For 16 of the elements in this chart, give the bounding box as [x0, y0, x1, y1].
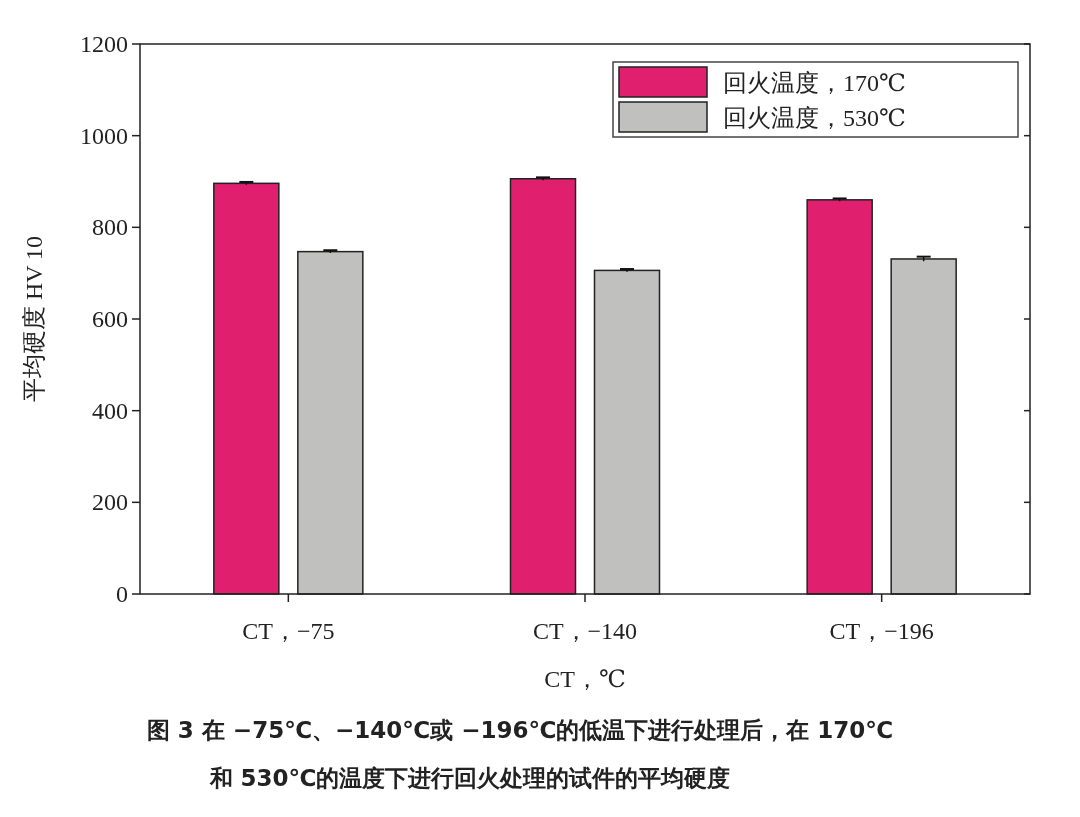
y-tick-label: 200 — [92, 489, 128, 516]
y-tick-label: 800 — [92, 214, 128, 241]
x-tick-label: CT，−75 — [242, 618, 335, 644]
legend-label: 回火温度，530℃ — [723, 105, 906, 131]
y-tick-label: 400 — [92, 397, 128, 424]
y-tick-label: 0 — [116, 581, 128, 607]
x-tick-label: CT，−140 — [532, 618, 638, 644]
x-axis-title: CT，℃ — [544, 666, 626, 692]
text: 和 530℃的温度下进行回火处理的试件的平均硬度 — [208, 765, 731, 791]
x-tick-label: CT，−196 — [829, 618, 934, 644]
y-tick-label: 1200 — [80, 31, 128, 57]
y-axis-title: 平均硬度 HV 10 — [21, 235, 47, 403]
y-tick-label: 1000 — [80, 122, 128, 149]
legend-label: 回火温度，170℃ — [723, 70, 906, 96]
caption: 图 3 在 −75℃、−140℃或 −196℃的低温下进行处理后，在 170℃ — [146, 717, 894, 743]
y-tick-label: 600 — [92, 306, 128, 332]
